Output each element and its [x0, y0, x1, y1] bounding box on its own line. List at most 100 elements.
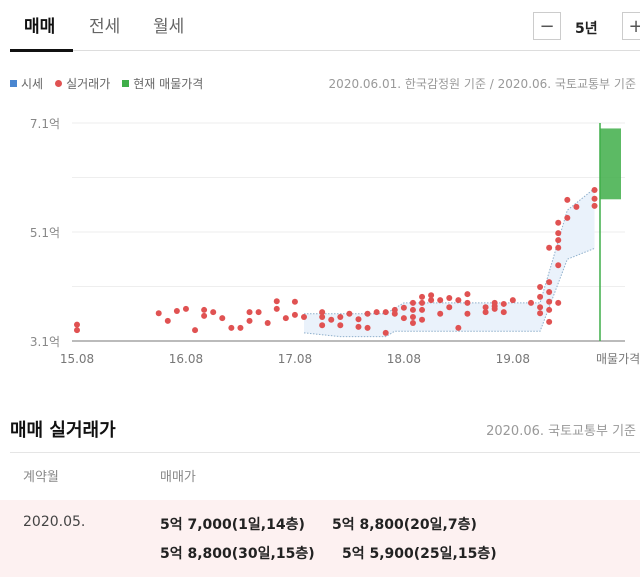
actual-price-point	[319, 309, 326, 316]
actual-price-point	[591, 195, 598, 202]
actual-price-point	[273, 298, 280, 305]
actual-price-point	[328, 316, 335, 323]
actual-price-point	[301, 314, 307, 321]
actual-price-point	[537, 293, 544, 300]
x-tick-label: 15.08	[60, 352, 94, 366]
y-tick-label: 5.1억	[30, 226, 60, 240]
actual-price-point	[364, 324, 371, 331]
actual-price-point	[555, 244, 562, 251]
y-tick-label: 7.1억	[30, 117, 60, 131]
tab-monthly-rent[interactable]: 월세	[153, 17, 185, 37]
actual-price-point	[546, 298, 553, 305]
header-contract-month: 계약월	[23, 470, 59, 485]
actual-price-point	[182, 305, 189, 312]
actual-price-point	[555, 299, 562, 306]
actual-price-point	[264, 320, 271, 327]
actual-price-point	[500, 300, 507, 307]
actual-price-point	[391, 310, 398, 317]
actual-price-point	[509, 297, 516, 304]
x-tick-label: 17.08	[278, 352, 312, 366]
actual-price-point	[291, 311, 298, 318]
actual-price-point	[219, 315, 226, 322]
actual-price-point	[291, 298, 298, 305]
actual-price-point	[337, 322, 344, 329]
tab-jeonse[interactable]: 전세	[89, 17, 121, 37]
section-title: 매매 실거래가	[10, 420, 116, 441]
actual-price-point	[419, 306, 426, 313]
actual-price-point	[555, 219, 562, 226]
actual-price-point	[201, 306, 208, 313]
actual-price-point	[155, 310, 162, 317]
actual-price-point	[546, 318, 553, 325]
actual-price-point	[455, 324, 462, 331]
actual-price-point	[164, 317, 171, 324]
actual-price-point	[546, 288, 553, 295]
legend-actual-price: 실거래가	[66, 77, 111, 91]
actual-price-point	[500, 309, 507, 316]
deal-item: 5억 8,800(30일,15층)	[160, 546, 315, 562]
actual-price-point	[337, 314, 344, 321]
actual-price-point	[400, 315, 407, 322]
actual-price-point	[555, 262, 562, 269]
actual-price-point	[346, 310, 353, 317]
actual-price-point	[491, 305, 498, 312]
x-tick-label: 19.08	[496, 352, 530, 366]
market-price-lower-line	[303, 247, 595, 338]
actual-price-point	[428, 292, 435, 299]
deal-item: 5억 8,800(20일,7층)	[332, 517, 477, 533]
actual-price-point	[528, 299, 534, 306]
market-price-legend-icon	[10, 80, 17, 87]
section-source: 2020.06. 국토교통부 기준	[486, 424, 636, 439]
row-month: 2020.05.	[23, 514, 86, 530]
chart-legend: 시세 실거래가 현재 매물가격	[10, 75, 203, 92]
divider	[10, 452, 640, 453]
period-increase-button[interactable]: +	[622, 12, 640, 40]
actual-price-point	[400, 304, 407, 311]
plus-icon: +	[628, 15, 640, 37]
actual-price-point	[74, 321, 80, 328]
x-tick-label: 매물가격	[596, 352, 640, 366]
actual-price-point	[573, 203, 580, 210]
actual-price-point	[192, 327, 199, 334]
actual-price-point	[437, 297, 444, 304]
actual-price-point	[273, 305, 280, 312]
actual-price-point	[409, 306, 416, 313]
actual-price-point	[428, 297, 435, 304]
actual-price-point	[537, 284, 544, 291]
actual-price-point	[564, 214, 571, 221]
actual-price-point	[455, 297, 462, 304]
actual-price-point	[446, 304, 453, 311]
market-price-upper-line	[304, 188, 595, 315]
actual-price-point	[246, 309, 253, 316]
table-row: 2020.05. 5억 7,000(1일,14층) 5억 8,800(20일,7…	[0, 500, 640, 577]
listing-price-legend-icon	[122, 80, 130, 87]
actual-price-point	[555, 237, 562, 244]
actual-price-point	[74, 327, 80, 334]
actual-price-point	[546, 306, 553, 313]
actual-price-point	[382, 329, 389, 336]
actual-price-point	[237, 324, 244, 331]
actual-price-point	[382, 309, 389, 316]
legend-market-price: 시세	[21, 77, 44, 91]
actual-price-point	[419, 299, 426, 306]
actual-price-point	[409, 314, 416, 321]
period-value: 5년	[575, 21, 598, 37]
actual-price-point	[409, 299, 416, 306]
actual-price-point	[437, 310, 444, 317]
actual-price-point	[591, 187, 598, 194]
active-tab-indicator	[10, 49, 73, 52]
actual-price-point	[319, 314, 326, 321]
period-decrease-button[interactable]: −	[533, 12, 561, 40]
x-tick-label: 18.08	[387, 352, 421, 366]
actual-price-point	[228, 324, 235, 331]
actual-price-point	[564, 196, 571, 203]
actual-price-point	[201, 312, 208, 319]
actual-price-point	[282, 315, 289, 322]
actual-price-legend-icon	[55, 80, 63, 87]
actual-price-point	[364, 310, 371, 317]
header-sale-price: 매매가	[160, 470, 196, 485]
tab-divider	[10, 50, 640, 51]
actual-price-point	[537, 310, 544, 317]
tab-sale[interactable]: 매매	[24, 17, 56, 37]
